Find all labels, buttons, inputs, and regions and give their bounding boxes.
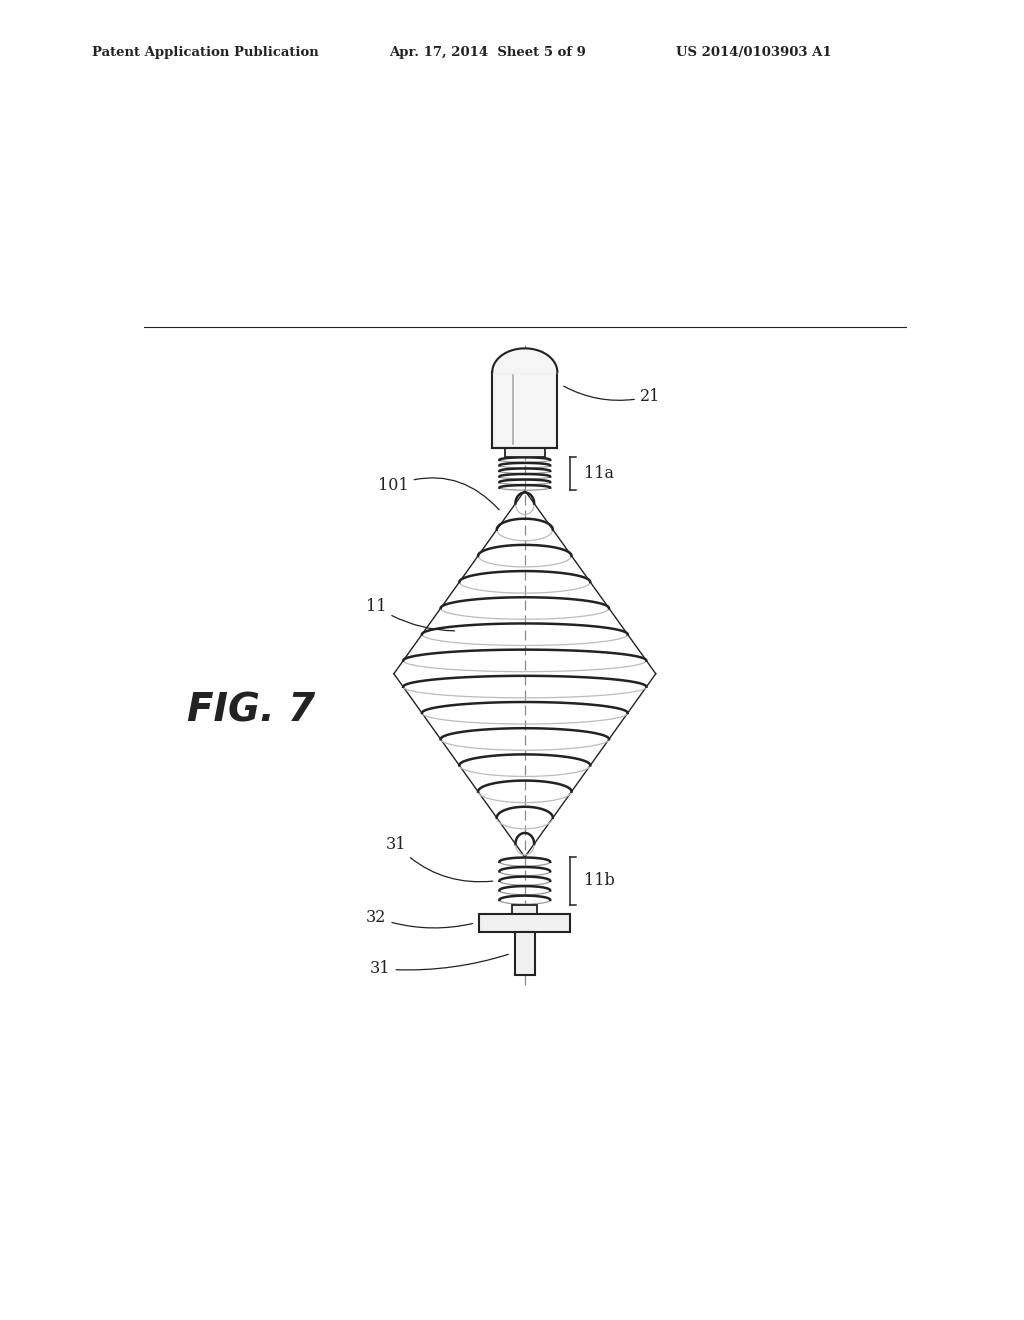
Bar (493, 372, 557, 447)
Text: 11a: 11a (585, 465, 614, 482)
Bar (512, 904, 538, 915)
Text: 11b: 11b (585, 873, 615, 890)
Text: Patent Application Publication: Patent Application Publication (92, 46, 318, 59)
Bar (479, 915, 570, 932)
Text: Apr. 17, 2014  Sheet 5 of 9: Apr. 17, 2014 Sheet 5 of 9 (389, 46, 586, 59)
Text: 21: 21 (564, 387, 660, 405)
Text: 31: 31 (370, 954, 508, 977)
Text: 32: 32 (367, 909, 472, 928)
Text: US 2014/0103903 A1: US 2014/0103903 A1 (676, 46, 831, 59)
Text: FIG. 7: FIG. 7 (187, 692, 315, 729)
Bar (505, 447, 545, 457)
Text: 101: 101 (378, 478, 499, 510)
Text: 31: 31 (386, 836, 493, 882)
Bar (515, 932, 535, 975)
Text: 11: 11 (367, 598, 455, 631)
